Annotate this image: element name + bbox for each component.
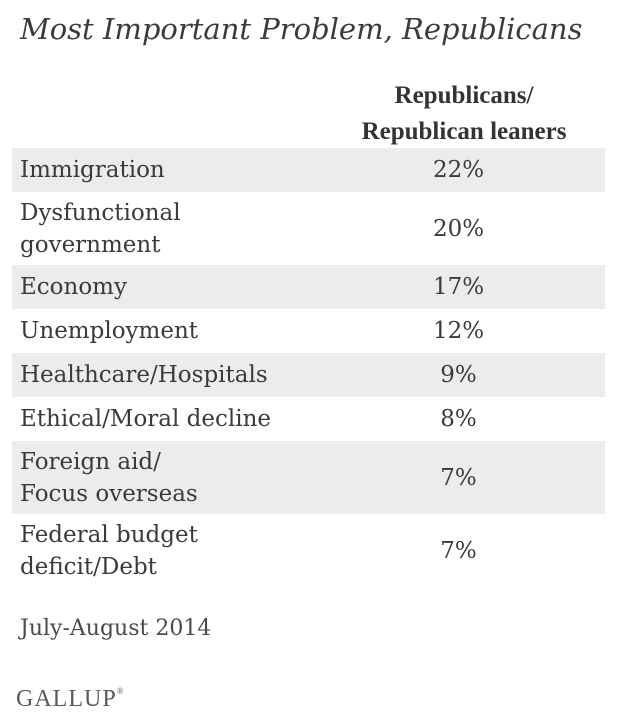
row-value: 9%	[440, 362, 477, 388]
date-note: July-August 2014	[20, 616, 212, 641]
row-label: Ethical/Moral decline	[12, 403, 312, 435]
row-label: Dysfunctional government	[12, 197, 312, 261]
row-label-line: Federal budget	[20, 521, 198, 548]
row-value: 17%	[432, 274, 485, 300]
logo-text: GALLUP	[16, 686, 117, 712]
table-row: Healthcare/Hospitals 9%	[12, 353, 605, 397]
row-label: Healthcare/Hospitals	[12, 359, 312, 391]
row-label-line: deficit/Debt	[20, 553, 157, 580]
row-value: 7%	[440, 464, 477, 491]
row-label: Unemployment	[12, 315, 312, 347]
column-header: Republicans/ Republican leaners	[312, 78, 616, 150]
row-label-line: Economy	[20, 274, 127, 300]
table-row: Federal budget deficit/Debt 7%	[12, 514, 605, 587]
column-header-line-1: Republicans/	[394, 82, 534, 109]
row-label: Economy	[12, 271, 312, 303]
column-header-line-2: Republican leaners	[361, 118, 567, 145]
row-label-line: Foreign aid/	[20, 448, 161, 475]
table-row: Economy 17%	[12, 265, 605, 309]
row-label-line: Ethical/Moral decline	[20, 406, 272, 432]
table-row: Immigration 22%	[12, 148, 605, 192]
registered-mark: ®	[116, 686, 124, 696]
row-value: 20%	[432, 215, 485, 242]
row-label-line: Focus overseas	[20, 480, 198, 507]
table-row: Ethical/Moral decline 8%	[12, 397, 605, 441]
row-value: 22%	[432, 157, 485, 183]
chart-title: Most Important Problem, Republicans	[20, 12, 583, 46]
row-label: Federal budget deficit/Debt	[12, 519, 312, 583]
row-label: Immigration	[12, 154, 312, 186]
row-value: 12%	[432, 318, 485, 344]
row-value: 8%	[440, 406, 477, 432]
row-label: Foreign aid/Focus overseas	[12, 446, 312, 510]
row-label-line: government	[20, 231, 161, 258]
gallup-logo: GALLUP®	[16, 686, 124, 713]
row-label-line: Unemployment	[20, 318, 199, 344]
table-row: Dysfunctional government 20%	[12, 192, 605, 265]
row-value: 7%	[440, 537, 477, 564]
row-label-line: Dysfunctional	[20, 199, 181, 226]
row-label-line: Immigration	[20, 157, 165, 183]
table-row: Foreign aid/Focus overseas 7%	[12, 441, 605, 514]
row-label-line: Healthcare/Hospitals	[20, 362, 268, 388]
data-table: Immigration 22% Dysfunctional government 20%…	[12, 148, 605, 587]
table-row: Unemployment 12%	[12, 309, 605, 353]
